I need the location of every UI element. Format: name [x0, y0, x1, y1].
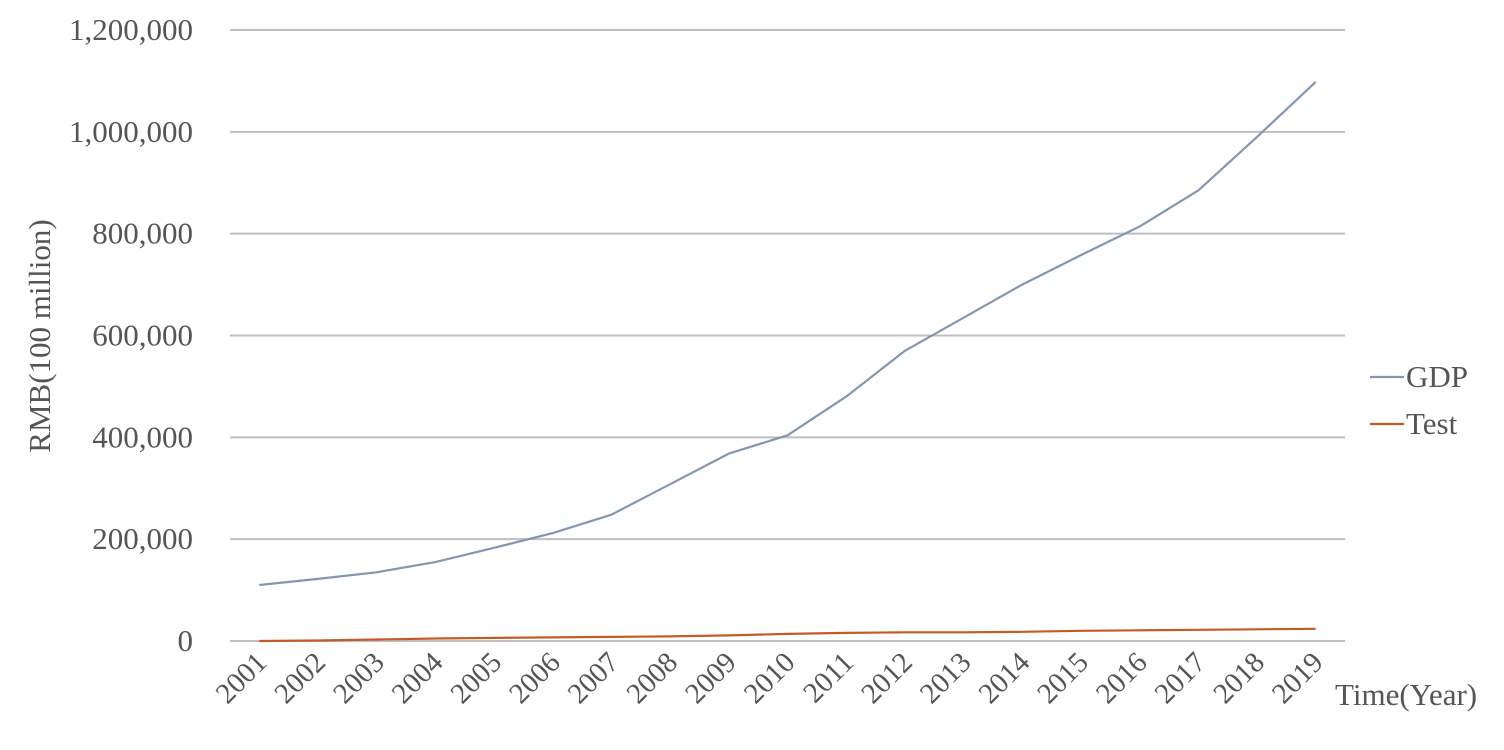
- x-tick-label: 2007: [562, 646, 626, 710]
- x-tick-label: 2003: [327, 646, 391, 710]
- x-tick-label: 2017: [1149, 646, 1213, 710]
- x-tick-label: 2009: [679, 646, 743, 710]
- x-tick-label: 2006: [503, 646, 567, 710]
- x-axis-ticks: 2001200220032004200520062007200820092010…: [210, 646, 1330, 710]
- legend: GDP Test: [1370, 359, 1468, 441]
- gridlines: [230, 29, 1345, 642]
- x-tick-label: 2008: [620, 646, 684, 710]
- y-tick-label: 800,000: [92, 216, 193, 251]
- series-line-gdp: [259, 81, 1317, 587]
- x-tick-label: 2005: [444, 646, 508, 710]
- x-tick-label: 2012: [855, 646, 919, 710]
- x-tick-label: 2002: [268, 646, 332, 710]
- x-tick-label: 2013: [914, 646, 978, 710]
- x-axis-title: Time(Year): [1335, 677, 1477, 712]
- x-tick-label: 2015: [1031, 646, 1095, 710]
- x-tick-label: 2016: [1090, 646, 1154, 710]
- y-tick-label: 400,000: [92, 419, 193, 454]
- series-lines: [259, 81, 1317, 643]
- x-tick-label: 2011: [797, 646, 860, 709]
- x-tick-label: 2010: [738, 646, 802, 710]
- y-tick-label: 200,000: [92, 521, 193, 556]
- x-tick-label: 2018: [1207, 646, 1271, 710]
- x-tick-label: 2019: [1266, 646, 1330, 710]
- y-tick-label: 1,000,000: [69, 114, 193, 149]
- y-tick-label: 600,000: [92, 318, 193, 353]
- legend-label: GDP: [1406, 359, 1468, 394]
- y-tick-label: 0: [178, 623, 194, 658]
- y-axis-ticks: 0 200,000 400,000 600,000 800,000 1,000,000 1,…: [69, 12, 193, 658]
- y-axis-title: RMB(100 million): [22, 219, 57, 452]
- x-tick-label: 2014: [973, 646, 1037, 710]
- legend-item-test: Test: [1370, 406, 1458, 441]
- series-line-test: [259, 627, 1316, 643]
- legend-item-gdp: GDP: [1370, 359, 1468, 394]
- x-tick-label: 2001: [210, 646, 274, 710]
- x-tick-label: 2004: [386, 646, 450, 710]
- y-tick-label: 1,200,000: [69, 12, 193, 47]
- legend-label: Test: [1406, 406, 1458, 441]
